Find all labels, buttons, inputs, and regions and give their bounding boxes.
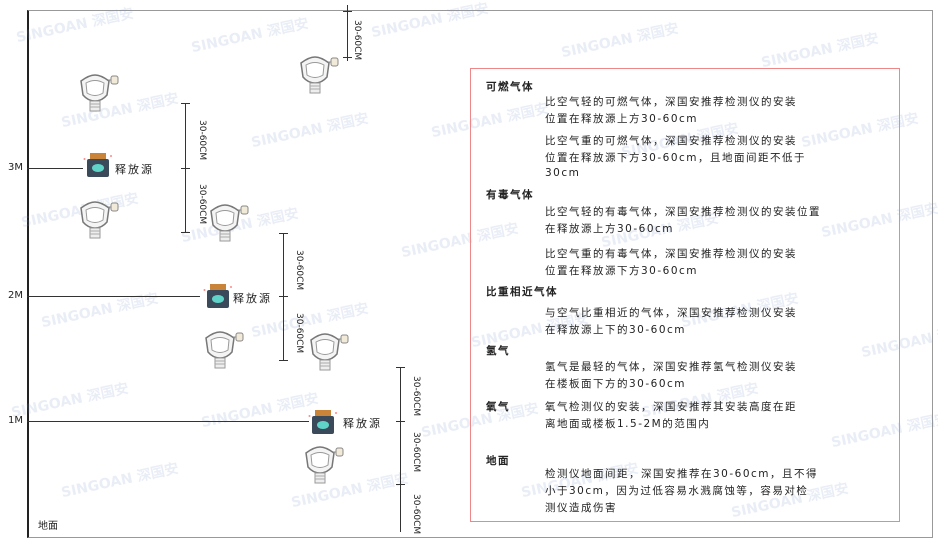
diagram-frame	[27, 10, 933, 538]
section-text-line: 在释放源上下的30-60cm	[545, 324, 687, 336]
section-heading: 氢气	[486, 345, 510, 357]
dimension-label: 30-60CM	[352, 20, 362, 61]
ground-label: 地面	[38, 521, 58, 532]
gas-source-icon	[308, 408, 338, 436]
section-heading: 地面	[486, 455, 510, 467]
level-label-1m: 1M	[8, 415, 23, 426]
section-heading: 有毒气体	[486, 189, 534, 201]
dimension-label: 30-60CM	[197, 120, 207, 161]
section-text-line: 与空气比重相近的气体，深国安推荐检测仪安装	[545, 307, 797, 319]
gas-detector-icon	[205, 203, 249, 243]
level-line-2m	[27, 296, 200, 297]
gas-detector-icon	[305, 332, 349, 372]
section-text-line: 氢气是最轻的气体，深国安推荐氢气检测仪安装	[545, 361, 797, 373]
section-text-line: 比空气轻的可燃气体，深国安推荐检测仪的安装	[545, 96, 797, 108]
level-label-3m: 3M	[8, 162, 23, 173]
source-label: 释放源	[343, 417, 382, 430]
gas-detector-icon	[75, 73, 119, 113]
section-text-line: 30cm	[545, 167, 581, 179]
section-text-line: 检测仪地面间距，深国安推荐在30-60cm，且不得	[545, 468, 819, 480]
section-text-line: 氧气检测仪的安装，深国安推荐其安装高度在距	[545, 401, 797, 413]
dimension-line	[400, 367, 401, 532]
section-text-line: 在楼板面下方的30-60cm	[545, 378, 687, 390]
level-line-1m	[27, 421, 309, 422]
section-text-line: 位置在释放源下方30-60cm，且地面间距不低于	[545, 152, 807, 164]
gas-source-icon	[203, 282, 233, 310]
dimension-label: 30-60CM	[411, 432, 421, 473]
info-panel: 可燃气体 比空气轻的可燃气体，深国安推荐检测仪的安装 位置在释放源上方30-60cm…	[470, 68, 900, 522]
section-text-line: 在释放源上方30-60cm	[545, 223, 675, 235]
gas-detector-icon	[200, 330, 244, 370]
gas-detector-icon	[300, 445, 344, 485]
section-text-line: 位置在释放源上方30-60cm	[545, 113, 699, 125]
section-text-line: 小于30cm，因为过低容易水溅腐蚀等，容易对检	[545, 485, 809, 497]
section-heading: 比重相近气体	[486, 286, 558, 298]
section-text-line: 测仪造成伤害	[545, 502, 617, 514]
dimension-line	[347, 5, 348, 61]
section-text-line: 比空气重的有毒气体，深国安推荐检测仪的安装	[545, 248, 797, 260]
level-label-2m: 2M	[8, 290, 23, 301]
level-line-3m	[27, 168, 83, 169]
section-heading: 氧气	[486, 401, 510, 413]
section-heading: 可燃气体	[486, 81, 534, 93]
dimension-label: 30-60CM	[411, 494, 421, 535]
section-text-line: 比空气重的可燃气体，深国安推荐检测仪的安装	[545, 135, 797, 147]
section-text-line: 比空气轻的有毒气体，深国安推荐检测仪的安装位置	[545, 206, 821, 218]
gas-source-icon	[83, 151, 113, 179]
dimension-label: 30-60CM	[294, 250, 304, 291]
dimension-label: 30-60CM	[294, 313, 304, 354]
dimension-label: 30-60CM	[411, 376, 421, 417]
section-text-line: 离地面或楼板1.5-2M的范围内	[545, 418, 711, 430]
dimension-line	[283, 233, 284, 361]
source-label: 释放源	[115, 163, 154, 176]
section-text-line: 位置在释放源下方30-60cm	[545, 265, 699, 277]
source-label: 释放源	[233, 292, 272, 305]
gas-detector-icon	[295, 55, 339, 95]
gas-detector-icon	[75, 200, 119, 240]
